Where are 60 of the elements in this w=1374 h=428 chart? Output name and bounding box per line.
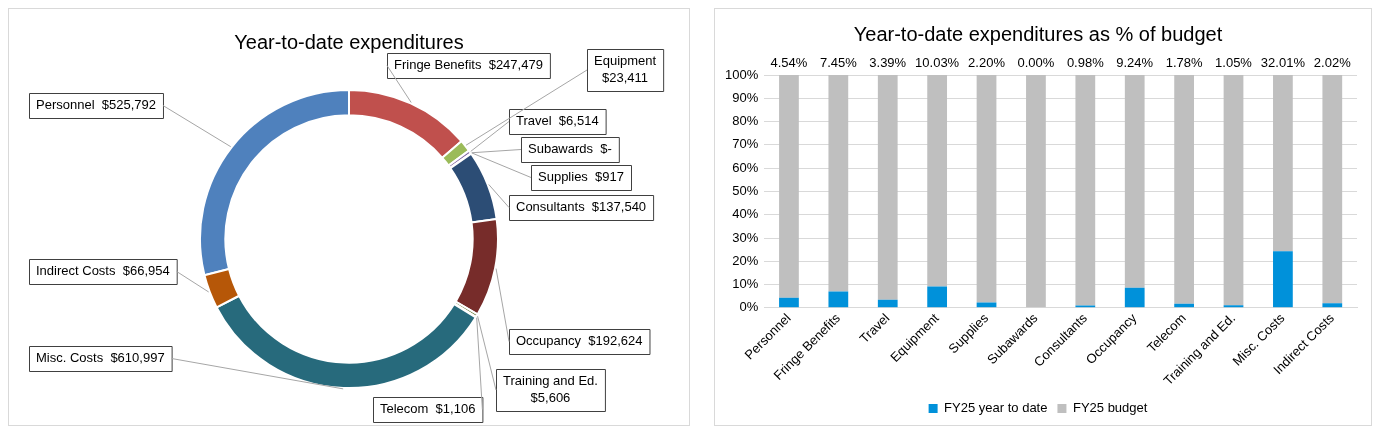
annotation: 10.03% (915, 55, 960, 71)
y-tick-label: 10% (732, 276, 759, 292)
y-tick-label: 60% (732, 159, 759, 175)
bar (877, 75, 898, 300)
y-tick-label: 100% (725, 66, 759, 82)
bar (1026, 75, 1046, 308)
slice-label: Occupancy $192,624 (516, 333, 643, 349)
bar (1273, 251, 1293, 308)
y-tick-label: 30% (732, 229, 759, 245)
bar (976, 75, 997, 303)
slice-label: Equipment (594, 53, 657, 69)
annotation: 32.01% (1260, 55, 1306, 71)
bar (1223, 75, 1244, 306)
bar (1223, 305, 1244, 308)
slice-label: Supplies $917 (538, 169, 625, 185)
bar (927, 75, 948, 287)
y-tick-label: 50% (732, 183, 759, 199)
slice-label: Telecom $1,106 (379, 401, 476, 417)
slice-label: Personnel $525,792 (36, 97, 156, 113)
bar (1075, 75, 1096, 306)
chart-title: Year-to-date expenditures (234, 30, 464, 53)
data-label: $23,411 (602, 70, 649, 86)
slice-label: Travel $6,514 (516, 113, 599, 129)
y-tick-label: 40% (732, 206, 759, 222)
bar (779, 75, 799, 298)
y-tick-label: 0% (739, 299, 759, 315)
annotation: 3.39% (869, 55, 907, 71)
bar (1124, 287, 1145, 308)
slice-label: Misc. Costs $610,997 (36, 350, 165, 366)
bar (1322, 303, 1343, 308)
annotation: 2.20% (968, 55, 1006, 71)
y-tick-label: 80% (732, 113, 759, 129)
bar (828, 75, 849, 292)
bar (1124, 75, 1145, 288)
annotation: 2.02% (1313, 55, 1352, 71)
annotation: 9.24% (1116, 55, 1154, 71)
bar (1322, 75, 1343, 304)
annotation: 4.54% (770, 55, 808, 71)
annotation: 0.98% (1066, 55, 1105, 71)
annotation: 1.78% (1165, 55, 1203, 71)
legend-label: FY25 year to date (944, 400, 1048, 416)
annotation: 7.45% (819, 55, 858, 71)
annotation: 1.05% (1215, 55, 1253, 71)
y-tick-label: 20% (732, 252, 759, 268)
legend-label: FY25 budget (1072, 400, 1148, 416)
slice-label: Fringe Benefits $247,479 (393, 57, 543, 73)
chart-title: Year-to-date expenditures as % of budget (853, 22, 1223, 45)
y-tick-label: 90% (732, 89, 759, 105)
bar (1273, 75, 1293, 252)
annotation: 0.00% (1017, 55, 1055, 71)
bar (779, 297, 799, 308)
data-label: $5,606 (530, 390, 571, 406)
bar (1174, 75, 1194, 304)
slice-label: Indirect Costs $66,954 (35, 263, 170, 279)
bar (927, 286, 948, 308)
legend-label: Subawards $- (528, 141, 612, 157)
bar (828, 291, 849, 308)
slice-label: Consultants $137,540 (515, 199, 647, 215)
bar (877, 299, 898, 308)
y-tick-label: 70% (732, 136, 759, 152)
